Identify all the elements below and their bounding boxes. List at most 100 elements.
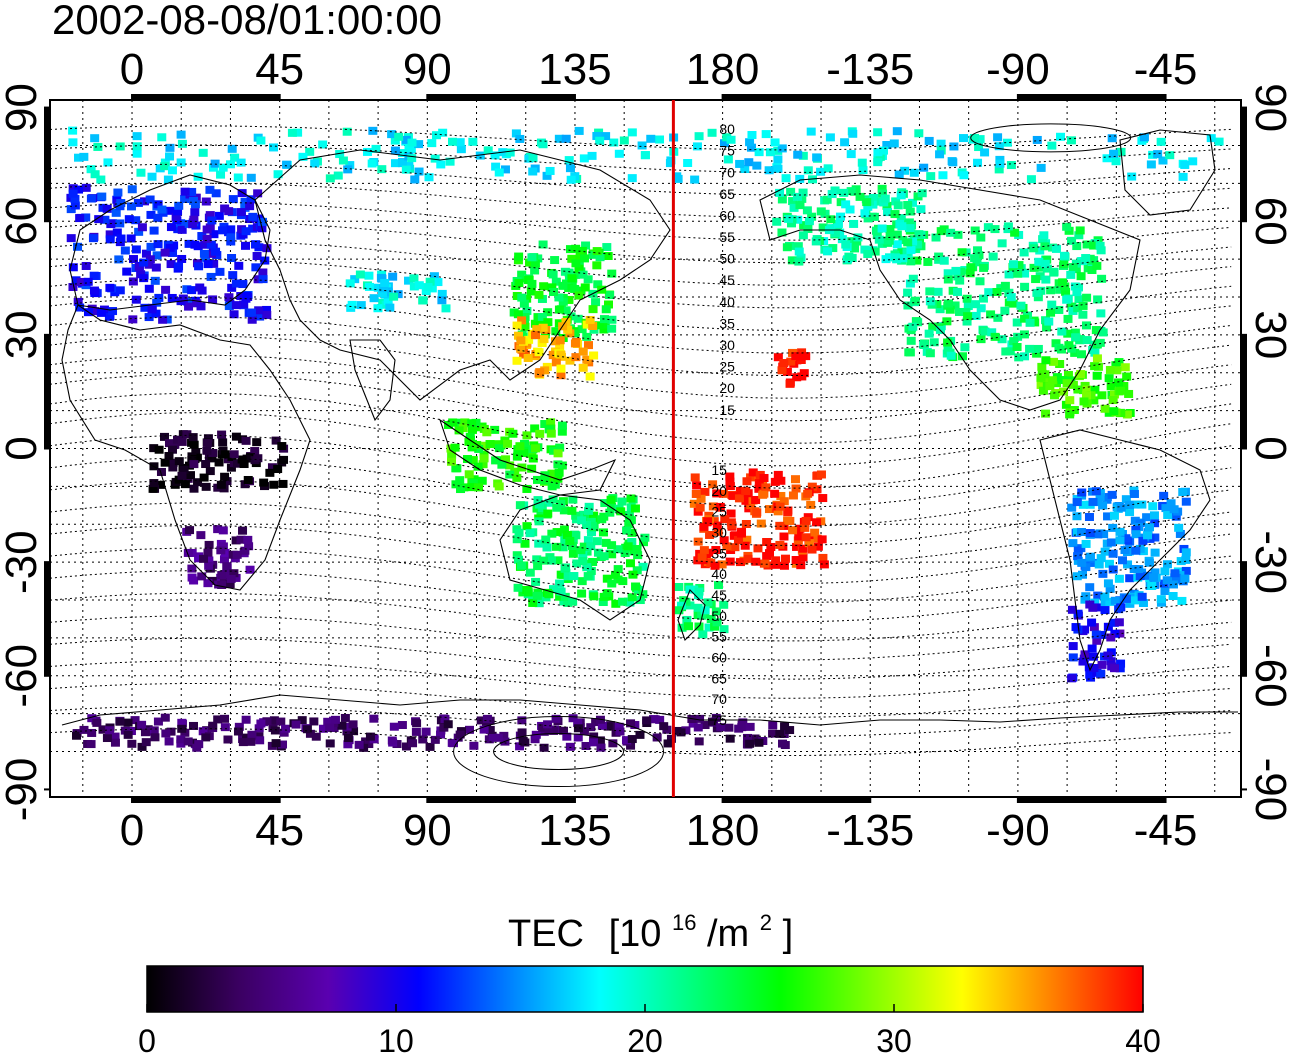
tec-cell-pacific-south bbox=[689, 499, 699, 508]
tec-cell-north-america bbox=[931, 233, 941, 242]
tec-cell-indonesia bbox=[465, 432, 475, 441]
tec-cell-australia bbox=[555, 592, 565, 601]
tec-cell-africa-equator bbox=[170, 440, 180, 449]
tec-cell-pacific-south bbox=[705, 530, 715, 539]
tec-cell-australia bbox=[534, 539, 544, 548]
tec-cell-north-america bbox=[908, 274, 918, 283]
tec-cell-australia bbox=[532, 555, 542, 564]
tec-cell-antarctica bbox=[241, 715, 251, 724]
tec-cell-antarctica bbox=[311, 732, 321, 741]
tec-cell-central-asia bbox=[437, 289, 447, 298]
tec-cell-africa-south bbox=[245, 565, 255, 574]
tec-cell-north-america bbox=[912, 256, 922, 265]
tec-cell-pacific-south bbox=[766, 542, 776, 551]
colorbar-tick-label: 40 bbox=[1125, 1023, 1161, 1057]
tec-cell-east-asia bbox=[530, 259, 540, 268]
tec-cell-arctic-band bbox=[282, 160, 292, 169]
tec-cell-pacific-hawaii bbox=[785, 379, 795, 388]
tec-cell-patagonia bbox=[1092, 636, 1102, 645]
tec-cell-australia bbox=[610, 570, 620, 579]
tec-cell-antarctica bbox=[233, 727, 243, 736]
tec-cell-north-america bbox=[970, 300, 980, 309]
tec-cell-patagonia bbox=[1091, 630, 1101, 639]
tec-cell-arctic-band bbox=[371, 144, 381, 153]
tec-cell-europe bbox=[229, 310, 239, 319]
tec-cell-arctic-band bbox=[959, 171, 969, 180]
tec-cell-arctic-band bbox=[1026, 175, 1036, 184]
tec-cell-pacific-south bbox=[803, 489, 813, 498]
lat-label-right: -90 bbox=[1246, 758, 1292, 822]
tec-cell-indonesia bbox=[510, 467, 520, 476]
tec-cell-antarctica bbox=[194, 740, 204, 749]
tec-cell-antarctica bbox=[325, 739, 335, 748]
tec-cell-arctic-band bbox=[1165, 151, 1175, 160]
tec-cell-antarctica bbox=[551, 714, 561, 723]
tec-cell-australia bbox=[589, 592, 599, 601]
tec-cell-central-asia bbox=[379, 284, 389, 293]
tec-cell-europe bbox=[257, 217, 267, 226]
tec-cell-caribbean bbox=[1090, 362, 1100, 371]
contour-pole-south bbox=[453, 716, 665, 788]
tec-cell-arctic-band bbox=[367, 159, 377, 168]
tec-cell-australia bbox=[616, 507, 626, 516]
tec-cell-europe bbox=[180, 187, 190, 196]
contour-line bbox=[50, 457, 1232, 527]
tec-cell-arctic-band bbox=[491, 162, 501, 171]
tec-cell-alaska-canada bbox=[794, 247, 804, 256]
tec-cell-indonesia bbox=[474, 483, 484, 492]
tec-cell-arctic-band bbox=[1047, 141, 1057, 150]
contour-line bbox=[50, 354, 1232, 422]
tec-cell-antarctica bbox=[724, 723, 734, 732]
tec-cell-antarctica bbox=[663, 739, 673, 748]
tec-cell-pacific-south bbox=[819, 560, 829, 569]
tec-cell-antarctica bbox=[469, 741, 479, 750]
tec-cell-antarctica bbox=[337, 721, 347, 730]
tec-cell-antarctica bbox=[615, 727, 625, 736]
tec-cell-east-asia bbox=[543, 318, 553, 327]
tec-cell-east-asia bbox=[535, 317, 545, 326]
tec-cell-pacific-south bbox=[742, 477, 752, 486]
tec-cell-australia bbox=[548, 495, 558, 504]
tec-cell-alaska-canada bbox=[782, 243, 792, 252]
tec-cell-arctic-band bbox=[1148, 150, 1158, 159]
tec-cell-arctic-band bbox=[132, 142, 142, 151]
tec-cell-arctic-band bbox=[515, 134, 525, 143]
tec-cell-australia bbox=[515, 501, 525, 510]
tec-cell-antarctica bbox=[87, 714, 97, 723]
tec-cell-east-asia bbox=[526, 287, 536, 296]
tec-cell-antarctica bbox=[137, 742, 147, 751]
tec-cell-patagonia bbox=[1089, 663, 1099, 672]
tec-cell-arctic-band bbox=[770, 138, 780, 147]
tec-cell-alaska-canada bbox=[907, 198, 917, 207]
tec-cell-indonesia bbox=[467, 443, 477, 452]
tec-cell-east-asia bbox=[578, 270, 588, 279]
tec-cell-north-america bbox=[1001, 347, 1011, 356]
tec-cell-japan-south bbox=[582, 320, 592, 329]
tec-cell-arctic-band bbox=[333, 171, 343, 180]
tec-cell-antarctica bbox=[130, 716, 140, 725]
tec-cell-south-america bbox=[1085, 583, 1095, 592]
tec-cell-north-america bbox=[1064, 341, 1074, 350]
tec-cell-japan-south bbox=[532, 325, 542, 334]
tec-cell-pacific-south bbox=[741, 519, 751, 528]
tec-cell-africa-south bbox=[238, 526, 248, 535]
tec-cell-south-america bbox=[1088, 497, 1098, 506]
tec-cell-europe bbox=[122, 267, 132, 276]
tec-cell-australia bbox=[522, 522, 532, 531]
tec-cell-australia bbox=[589, 511, 599, 520]
tec-cell-australia bbox=[547, 529, 557, 538]
tec-cell-europe bbox=[74, 185, 84, 194]
tec-cell-alaska-canada bbox=[916, 205, 926, 214]
lon-label-top: -90 bbox=[986, 45, 1050, 94]
tec-cell-indonesia bbox=[485, 440, 495, 449]
tec-cell-antarctica bbox=[270, 726, 280, 735]
tec-cell-alaska-canada bbox=[881, 236, 891, 245]
tec-cell-arctic-band bbox=[795, 174, 805, 183]
contour-label: 55 bbox=[711, 629, 727, 645]
tec-cell-arctic-band bbox=[377, 165, 387, 174]
tec-cell-alaska-canada bbox=[898, 236, 908, 245]
tec-cell-africa-equator bbox=[155, 480, 165, 489]
tec-cell-arctic-band bbox=[414, 167, 424, 176]
tec-cell-north-america bbox=[910, 296, 920, 305]
tec-cell-south-america bbox=[1103, 579, 1113, 588]
